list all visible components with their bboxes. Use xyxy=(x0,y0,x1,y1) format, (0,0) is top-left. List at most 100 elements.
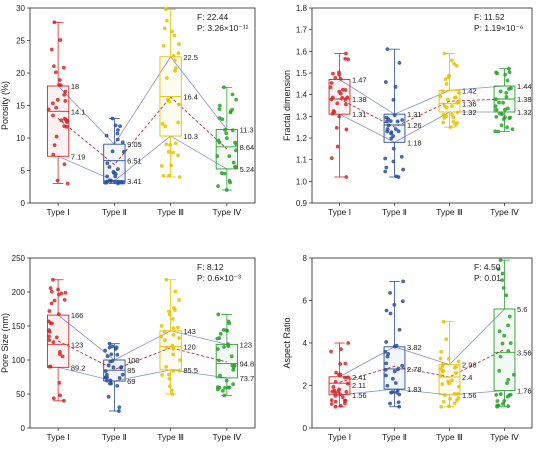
data-point xyxy=(113,123,118,128)
data-point xyxy=(234,148,238,153)
data-point xyxy=(386,351,391,356)
data-point xyxy=(334,125,339,130)
chart-panel-1: 0 5 10 15 20 25 30 Porosity (%) Type Ⅰ Type Ⅱ Type… xyxy=(0,4,256,217)
data-point xyxy=(177,368,182,373)
data-point xyxy=(221,85,226,90)
data-point xyxy=(389,131,393,136)
data-point xyxy=(400,299,405,304)
data-point xyxy=(177,175,182,179)
box-value-label: 3.56 xyxy=(517,348,532,357)
data-point xyxy=(117,409,121,413)
box-value-label: 5.24 xyxy=(240,165,255,174)
box-value-label: 1.44 xyxy=(517,82,532,91)
data-point xyxy=(447,404,452,409)
data-point xyxy=(393,127,398,132)
data-point xyxy=(56,312,61,317)
y-tick-label: 1.8 xyxy=(296,4,308,13)
data-point xyxy=(64,124,69,129)
data-point xyxy=(224,378,229,383)
data-point xyxy=(167,376,172,381)
data-point xyxy=(216,184,220,188)
data-point xyxy=(107,165,112,169)
data-point xyxy=(217,336,222,340)
data-point xyxy=(222,393,227,398)
data-point xyxy=(178,358,183,362)
data-point xyxy=(446,97,450,102)
data-point xyxy=(115,131,120,136)
data-point xyxy=(52,143,57,148)
y-tick-label: 20 xyxy=(16,69,25,78)
box-4: 123 94.8 73.7 xyxy=(215,312,254,398)
data-point xyxy=(63,290,68,295)
data-point xyxy=(105,375,109,380)
data-point xyxy=(441,319,446,324)
data-point xyxy=(383,80,388,84)
data-point xyxy=(384,165,389,170)
data-point xyxy=(159,164,164,168)
data-point xyxy=(384,361,389,366)
chart-panel-4: 0 2 4 6 8 Aspect Ratio Type Ⅰ Type Ⅱ Type Ⅲ Type … xyxy=(282,254,533,442)
data-point xyxy=(329,156,334,161)
data-point xyxy=(400,118,405,122)
data-point xyxy=(51,340,56,345)
data-point xyxy=(501,286,506,290)
data-point xyxy=(343,97,348,102)
data-point xyxy=(334,370,338,375)
data-point xyxy=(397,327,402,332)
data-point xyxy=(337,70,341,75)
data-point xyxy=(444,82,449,86)
data-point xyxy=(388,401,392,406)
box-value-label: 1.36 xyxy=(462,99,477,108)
data-point xyxy=(505,78,510,83)
box-value-label: 1.32 xyxy=(462,108,477,117)
data-point xyxy=(110,344,115,349)
data-point xyxy=(446,356,451,361)
q1-connector-line xyxy=(339,111,505,143)
data-point xyxy=(52,298,57,303)
data-point xyxy=(397,404,402,409)
data-point xyxy=(105,161,110,166)
data-point xyxy=(59,291,64,296)
data-point xyxy=(109,179,113,184)
data-point xyxy=(456,396,461,400)
data-point xyxy=(51,64,56,69)
box-value-label: 3.82 xyxy=(407,343,422,352)
data-point xyxy=(173,308,177,312)
data-point xyxy=(117,405,122,410)
q3-connector-line xyxy=(339,308,505,378)
data-point xyxy=(337,89,342,94)
data-point xyxy=(451,115,456,120)
data-point xyxy=(166,149,171,154)
data-point xyxy=(116,167,120,171)
data-point xyxy=(442,51,447,56)
data-point xyxy=(438,356,443,361)
q1-connector-line xyxy=(339,388,505,396)
data-point xyxy=(500,271,505,276)
data-point xyxy=(164,345,169,350)
data-point xyxy=(61,65,66,70)
data-point xyxy=(167,173,171,178)
data-point xyxy=(440,364,445,369)
x-category-label: Type Ⅲ xyxy=(157,432,184,442)
chart-panel-3: 0 50 100 150 200 250 Pore Size (nm) Type Ⅰ Type … xyxy=(0,254,256,442)
data-point xyxy=(166,372,171,377)
y-tick-label: 1.4 xyxy=(296,91,308,100)
data-point xyxy=(62,162,67,167)
data-point xyxy=(441,399,446,404)
data-point xyxy=(233,164,237,169)
data-point xyxy=(330,95,335,100)
data-point xyxy=(385,47,390,52)
data-point xyxy=(392,302,397,307)
y-axis-label: Aspect Ratio xyxy=(282,317,292,368)
y-tick-label: 8 xyxy=(303,254,308,263)
data-point xyxy=(503,107,507,112)
data-point xyxy=(506,377,511,382)
x-category-label: Type Ⅰ xyxy=(328,207,351,217)
data-point xyxy=(386,123,391,128)
data-point xyxy=(396,367,400,372)
p-value: P: 3.26×10⁻¹¹ xyxy=(197,23,249,33)
data-point xyxy=(110,149,115,154)
box-value-label: 1.38 xyxy=(517,95,532,104)
data-point xyxy=(333,404,338,409)
data-point xyxy=(503,115,507,120)
